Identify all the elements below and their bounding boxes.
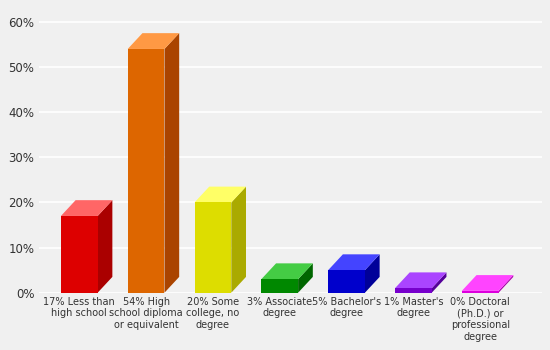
Polygon shape — [395, 272, 447, 288]
Polygon shape — [462, 275, 513, 291]
Polygon shape — [232, 187, 246, 293]
Polygon shape — [498, 275, 513, 293]
Polygon shape — [98, 200, 112, 293]
Bar — [328, 270, 365, 293]
Bar — [395, 288, 432, 293]
Bar — [195, 202, 232, 293]
Polygon shape — [432, 272, 447, 293]
Polygon shape — [61, 200, 112, 216]
Polygon shape — [195, 187, 246, 202]
Polygon shape — [365, 254, 380, 293]
Bar — [61, 216, 98, 293]
Polygon shape — [328, 254, 379, 270]
Polygon shape — [164, 33, 179, 293]
Polygon shape — [261, 263, 313, 279]
Bar — [462, 291, 498, 293]
Polygon shape — [128, 33, 179, 49]
Bar — [261, 279, 298, 293]
Polygon shape — [298, 263, 313, 293]
Bar — [128, 49, 164, 293]
